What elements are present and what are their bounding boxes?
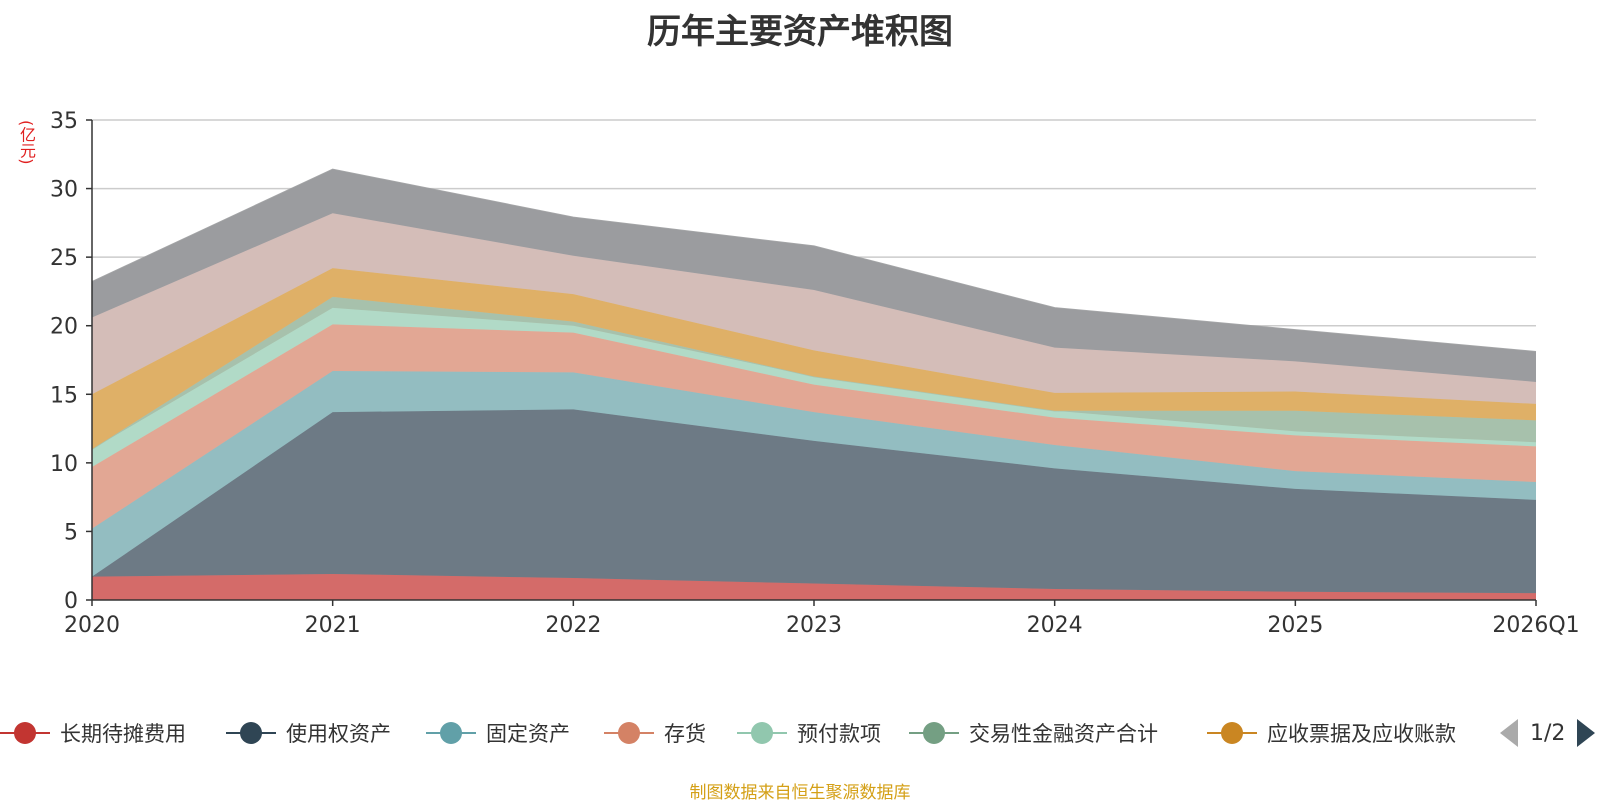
x-tick-label: 2024 [1027, 613, 1083, 638]
x-tick-label: 2022 [545, 613, 601, 638]
y-tick-label: 5 [64, 520, 78, 545]
legend-next-page-icon[interactable] [1577, 719, 1596, 747]
x-tick-label: 2020 [64, 613, 120, 638]
legend-marker-icon [426, 715, 476, 751]
legend-item[interactable]: 预付款项 [737, 715, 881, 751]
legend-item[interactable]: 存货 [604, 715, 706, 751]
x-tick-label: 2023 [786, 613, 842, 638]
legend-label: 长期待摊费用 [60, 722, 186, 746]
x-tick-label: 2026Q1 [1492, 613, 1579, 638]
legend-marker-icon [604, 715, 654, 751]
y-tick-label: 30 [50, 178, 78, 203]
y-axis-label: (亿元) [17, 120, 36, 165]
y-tick-label: 20 [50, 315, 78, 340]
legend-label: 固定资产 [486, 722, 570, 746]
area-series-line-3 [91, 323, 1537, 468]
y-tick-label: 25 [50, 246, 78, 271]
legend-item[interactable]: 应收票据及应收账款 [1207, 715, 1456, 751]
legend-label: 应收票据及应收账款 [1267, 722, 1456, 746]
legend-item[interactable]: 使用权资产 [226, 715, 391, 751]
y-tick-label: 0 [64, 589, 78, 614]
legend-label: 使用权资产 [286, 722, 391, 746]
area-series-0 [92, 573, 1536, 600]
area-series-line-8 [91, 168, 1537, 353]
legend: 长期待摊费用 使用权资产 固定资产 存货 预付款项 交易性金融资产合计 应收票据及应收账款 [0, 715, 1600, 751]
legend-marker-icon [226, 715, 276, 751]
legend-label: 交易性金融资产合计 [969, 722, 1158, 746]
legend-marker-icon [1207, 715, 1257, 751]
legend-prev-page-icon[interactable] [1500, 719, 1518, 747]
y-tick-label: 15 [50, 383, 78, 408]
legend-page-indicator: 1/2 [1530, 720, 1566, 746]
area-series-1 [92, 409, 1536, 594]
x-tick-label: 2021 [305, 613, 361, 638]
area-series-8 [92, 169, 1536, 382]
y-tick-label: 10 [50, 452, 78, 477]
area-series-6 [92, 268, 1536, 450]
area-layer [91, 168, 1537, 600]
legend-marker-icon [737, 715, 787, 751]
source-note: 制图数据来自恒生聚源数据库 [689, 783, 911, 803]
legend-label: 预付款项 [797, 722, 881, 746]
legend-item[interactable]: 固定资产 [426, 715, 570, 751]
x-tick-label: 2025 [1267, 613, 1323, 638]
y-tick-label: 35 [50, 109, 78, 134]
legend-marker-icon [0, 715, 50, 751]
chart-title: 历年主要资产堆积图 [647, 12, 953, 52]
legend-marker-icon [909, 715, 959, 751]
area-series-7 [92, 213, 1536, 404]
legend-pager: 1/2 [1500, 715, 1596, 751]
legend-item[interactable]: 交易性金融资产合计 [909, 715, 1158, 751]
legend-label: 存货 [664, 722, 706, 746]
legend-item[interactable]: 长期待摊费用 [0, 715, 186, 751]
